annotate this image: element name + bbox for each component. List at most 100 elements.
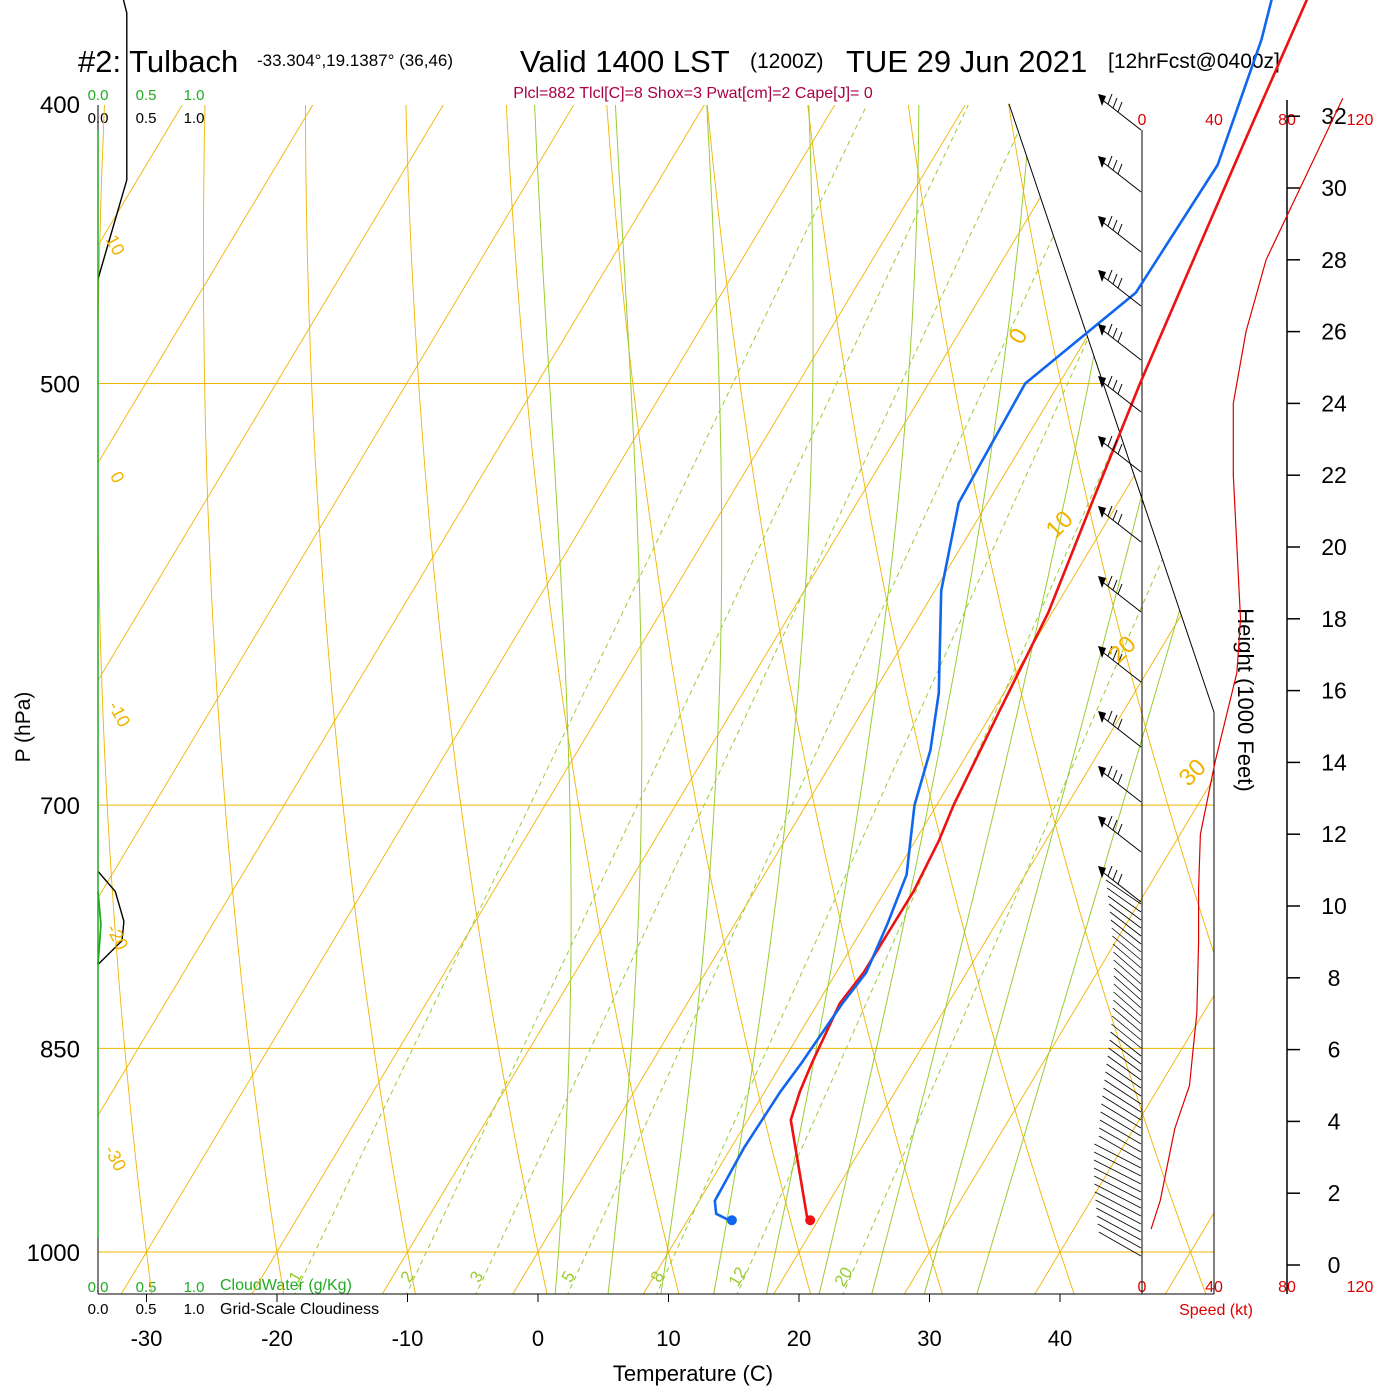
dry-adiabat-line — [937, 103, 1214, 1295]
wind-barb-flag — [1107, 269, 1113, 281]
wind-barb-staff — [1104, 1079, 1142, 1105]
wind-barb-staff — [1094, 1183, 1142, 1209]
wind-barb-flag — [1112, 219, 1118, 231]
wind-barb-pennant — [1098, 866, 1106, 878]
wind-barb-flag — [1112, 327, 1118, 339]
wind-barb-staff — [1113, 959, 1142, 985]
wind-barb-staff — [1111, 927, 1142, 953]
wind-barb-staff — [1093, 1151, 1142, 1177]
stability-indices: Plcl=882 Tlcl[C]=8 Shox=3 Pwat[cm]=2 Cap… — [513, 85, 873, 102]
mixing-ratio-line — [284, 103, 868, 1295]
wind-barb-staff — [1093, 1167, 1142, 1193]
wind-barb-flag — [1117, 513, 1123, 525]
wind-barb-staff — [1094, 1175, 1142, 1201]
pressure-tick-label: 1000 — [27, 1240, 80, 1267]
wind-barb-staff — [1110, 919, 1142, 945]
dry-adiabat-line — [202, 103, 288, 1295]
dry-adiabat-line — [1198, 103, 1214, 1295]
speed-tick: 120 — [1347, 1279, 1374, 1296]
height-tick-label: 26 — [1321, 319, 1347, 345]
wind-barb-staff — [1096, 1207, 1142, 1233]
height-tick-label: 4 — [1328, 1108, 1341, 1134]
wind-barb-flag — [1117, 277, 1123, 289]
wind-barb-staff — [1112, 1007, 1142, 1033]
wind-barb-flag — [1112, 439, 1118, 451]
wind-barb-flag — [1107, 710, 1113, 722]
cloudiness-tick: 0.5 — [136, 1301, 157, 1318]
thermo-grid — [0, 0, 1214, 1313]
wind-barb-staff — [1109, 1039, 1142, 1065]
dry-adiabat-label: -20 — [102, 921, 132, 953]
wind-barb-flag — [1117, 823, 1123, 835]
cloudiness-scale-top: 0.0 0.5 1.0 — [88, 110, 205, 127]
moist-adiabat-line — [600, 103, 643, 1295]
wind-barb-pennant — [1098, 816, 1106, 828]
isotherm-line — [98, 103, 1090, 1295]
wind-barb-flag — [1112, 97, 1118, 109]
wind-barb-staff — [1096, 1215, 1142, 1241]
wind-barb-flag — [1117, 331, 1123, 343]
pressure-tick-label: 500 — [40, 371, 80, 398]
wind-barb-staff — [1099, 159, 1142, 193]
wind-barb-flag — [1112, 819, 1118, 831]
cloudiness-profile-lower — [97, 870, 125, 965]
wind-barb-pennant — [1098, 376, 1106, 388]
wind-barb-flag — [1117, 773, 1123, 785]
dry-adiabat-line — [98, 103, 158, 1295]
wind-barb-staff — [1099, 819, 1142, 853]
mixing-ratio-label: 3 — [466, 1268, 487, 1286]
height-tick-label: 28 — [1321, 247, 1347, 273]
wind-barb-staff — [1112, 943, 1142, 969]
plot-right-slant — [1008, 103, 1215, 713]
isotherm-line — [500, 103, 1214, 1295]
wind-barb-flag — [1112, 714, 1118, 726]
wind-barb-staff — [1106, 887, 1142, 913]
wind-barb-pennant — [1098, 766, 1106, 778]
isotherm-line — [98, 103, 959, 1295]
wind-barb-staff — [1094, 1143, 1142, 1169]
pressure-tick-label: 850 — [40, 1036, 80, 1063]
wind-barb-staff — [1099, 439, 1142, 473]
isotherm-line — [98, 103, 307, 1295]
dry-adiabat-label: -10 — [104, 698, 134, 730]
cloud-water-tick: 1.0 — [184, 87, 205, 104]
height-tick-label: 6 — [1328, 1037, 1341, 1063]
wind-barb-flag — [1112, 509, 1118, 521]
cloudiness-tick: 1.0 — [184, 1301, 205, 1318]
moist-adiabat-line — [657, 103, 723, 1295]
wind-barb-staff — [1097, 1223, 1142, 1249]
dry-adiabat-label: 30 — [1174, 754, 1212, 792]
dry-adiabat-label: 20 — [1104, 631, 1142, 669]
forecast-info: [12hrFcst@0400z] — [1108, 50, 1280, 73]
wind-barb-staff — [1099, 769, 1142, 803]
height-tick-label: 2 — [1328, 1180, 1341, 1206]
moist-adiabat-line — [866, 103, 1189, 1295]
wind-barb-flag — [1107, 815, 1113, 827]
x-tick-label: 10 — [656, 1326, 680, 1351]
isotherm-line — [1153, 103, 1214, 1295]
wind-barb-flag — [1112, 579, 1118, 591]
wind-barb-pennant — [1098, 216, 1106, 228]
mixing-ratio-line — [728, 103, 1214, 1295]
wind-barb-staff — [1099, 219, 1142, 253]
dry-adiabat-line — [764, 103, 1082, 1295]
isotherm-line — [98, 103, 698, 1295]
x-tick-label: 40 — [1048, 1326, 1072, 1351]
wind-barb-staff — [1102, 1095, 1142, 1121]
wind-barb-pennant — [1098, 94, 1106, 106]
wind-barb-staff — [1112, 935, 1142, 961]
wind-barb-staff — [1113, 975, 1142, 1001]
wind-barb-staff — [1109, 911, 1142, 937]
mixing-ratio-line — [397, 103, 970, 1295]
wind-barb-staff — [1098, 1231, 1142, 1257]
wind-barb-flag — [1112, 769, 1118, 781]
moist-adiabat-line — [525, 103, 572, 1295]
wind-barb-staff — [1101, 1103, 1142, 1129]
wind-barb-flag — [1117, 718, 1123, 730]
cloud-water-label: CloudWater (g/Kg) — [220, 1277, 352, 1294]
mixing-ratio-line — [558, 103, 1115, 1295]
isotherm-line — [0, 0, 45, 1313]
wind-barb-flag — [1107, 155, 1113, 167]
isotherm-line — [892, 103, 1214, 1295]
